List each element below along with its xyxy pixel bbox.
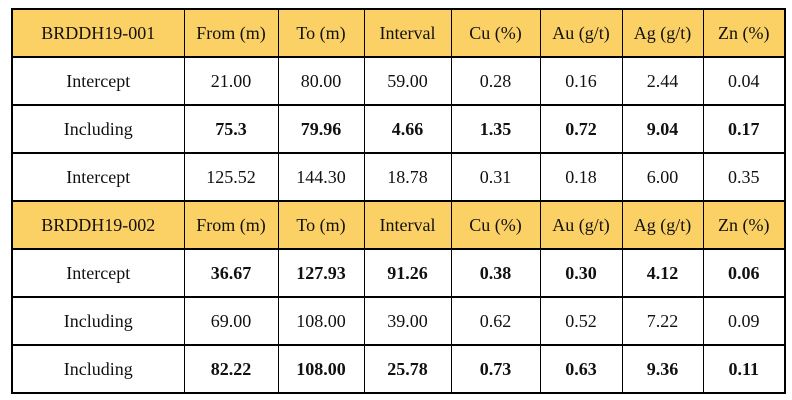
value-cell: 1.35	[450, 104, 541, 154]
column-header-cell: From (m)	[183, 8, 279, 58]
value-cell: 0.28	[450, 56, 541, 106]
row-label-cell: Intercept	[11, 248, 185, 298]
value-cell: 75.3	[183, 104, 279, 154]
value-cell: 4.66	[363, 104, 452, 154]
value-cell: 36.67	[183, 248, 279, 298]
column-header-cell: Ag (g/t)	[621, 8, 704, 58]
row-label-cell: Including	[11, 344, 185, 394]
column-header-cell: Zn (%)	[702, 8, 786, 58]
table-row: Intercept 21.00 80.00 59.00 0.28 0.16 2.…	[11, 56, 786, 106]
value-cell: 0.62	[450, 296, 541, 346]
table-row: Including 69.00 108.00 39.00 0.62 0.52 7…	[11, 296, 786, 346]
value-cell: 82.22	[183, 344, 279, 394]
column-header-cell: To (m)	[277, 200, 365, 250]
value-cell: 18.78	[363, 152, 452, 202]
value-cell: 2.44	[621, 56, 704, 106]
value-cell: 79.96	[277, 104, 365, 154]
value-cell: 0.35	[702, 152, 786, 202]
column-header-cell: Ag (g/t)	[621, 200, 704, 250]
value-cell: 125.52	[183, 152, 279, 202]
column-header-cell: Au (g/t)	[539, 8, 623, 58]
value-cell: 80.00	[277, 56, 365, 106]
value-cell: 7.22	[621, 296, 704, 346]
value-cell: 108.00	[277, 296, 365, 346]
section-header-row: BRDDH19-002 From (m) To (m) Interval Cu …	[11, 200, 786, 250]
column-header-cell: Interval	[363, 8, 452, 58]
value-cell: 6.00	[621, 152, 704, 202]
value-cell: 0.18	[539, 152, 623, 202]
value-cell: 108.00	[277, 344, 365, 394]
column-header-cell: To (m)	[277, 8, 365, 58]
value-cell: 39.00	[363, 296, 452, 346]
column-header-cell: Interval	[363, 200, 452, 250]
value-cell: 0.38	[450, 248, 541, 298]
value-cell: 0.30	[539, 248, 623, 298]
value-cell: 0.04	[702, 56, 786, 106]
value-cell: 9.36	[621, 344, 704, 394]
drill-results-table: BRDDH19-001 From (m) To (m) Interval Cu …	[11, 8, 786, 394]
value-cell: 0.63	[539, 344, 623, 394]
value-cell: 69.00	[183, 296, 279, 346]
value-cell: 21.00	[183, 56, 279, 106]
value-cell: 127.93	[277, 248, 365, 298]
value-cell: 91.26	[363, 248, 452, 298]
value-cell: 0.17	[702, 104, 786, 154]
row-label-cell: Intercept	[11, 152, 185, 202]
column-header-cell: Au (g/t)	[539, 200, 623, 250]
value-cell: 59.00	[363, 56, 452, 106]
row-label-cell: Intercept	[11, 56, 185, 106]
section-header-row: BRDDH19-001 From (m) To (m) Interval Cu …	[11, 8, 786, 58]
column-header-cell: Cu (%)	[450, 8, 541, 58]
hole-id-cell: BRDDH19-001	[11, 8, 185, 58]
table-row-highlighted: Including 75.3 79.96 4.66 1.35 0.72 9.04…	[11, 104, 786, 154]
value-cell: 0.72	[539, 104, 623, 154]
value-cell: 0.73	[450, 344, 541, 394]
table-row-highlighted: Intercept 36.67 127.93 91.26 0.38 0.30 4…	[11, 248, 786, 298]
hole-id-cell: BRDDH19-002	[11, 200, 185, 250]
value-cell: 0.31	[450, 152, 541, 202]
table-row-highlighted: Including 82.22 108.00 25.78 0.73 0.63 9…	[11, 344, 786, 394]
row-label-cell: Including	[11, 104, 185, 154]
column-header-cell: From (m)	[183, 200, 279, 250]
value-cell: 25.78	[363, 344, 452, 394]
column-header-cell: Cu (%)	[450, 200, 541, 250]
value-cell: 0.16	[539, 56, 623, 106]
column-header-cell: Zn (%)	[702, 200, 786, 250]
value-cell: 144.30	[277, 152, 365, 202]
value-cell: 4.12	[621, 248, 704, 298]
value-cell: 0.11	[702, 344, 786, 394]
value-cell: 0.06	[702, 248, 786, 298]
value-cell: 0.52	[539, 296, 623, 346]
row-label-cell: Including	[11, 296, 185, 346]
value-cell: 9.04	[621, 104, 704, 154]
value-cell: 0.09	[702, 296, 786, 346]
table-row: Intercept 125.52 144.30 18.78 0.31 0.18 …	[11, 152, 786, 202]
